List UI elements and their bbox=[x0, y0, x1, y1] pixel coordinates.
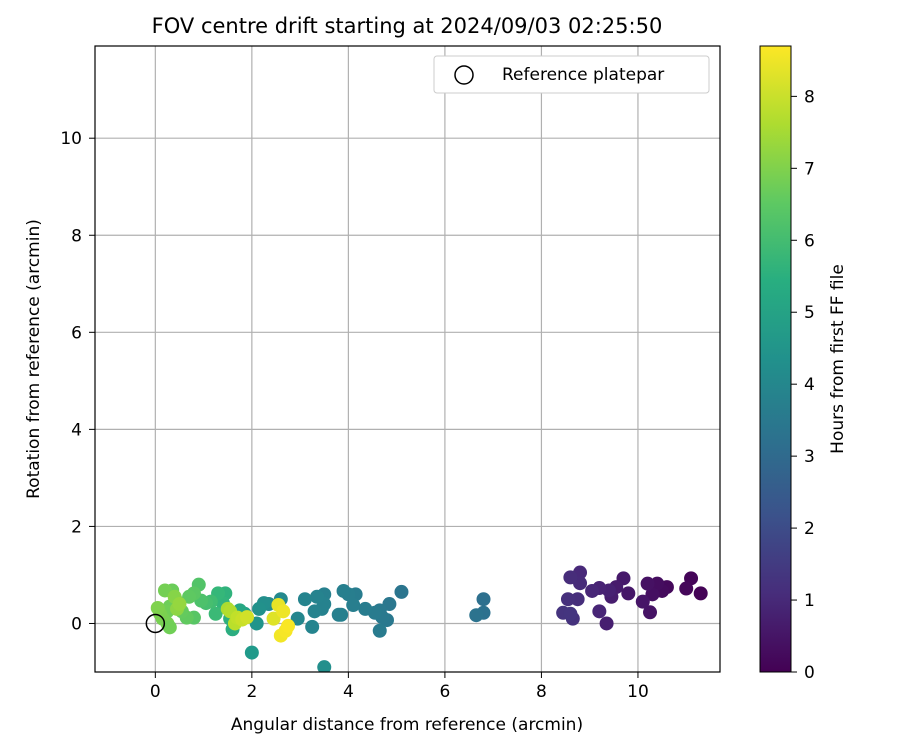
data-point bbox=[240, 610, 255, 625]
y-axis-label: Rotation from reference (arcmin) bbox=[24, 219, 44, 499]
data-point bbox=[150, 600, 165, 615]
y-tick-label: 10 bbox=[60, 129, 82, 149]
data-points bbox=[150, 565, 708, 672]
data-point bbox=[266, 611, 281, 626]
colorbar-gradient bbox=[759, 45, 792, 673]
y-tick-label: 0 bbox=[71, 614, 82, 634]
colorbar: 0 1 2 3 4 5 6 7 8 Hours from first FF file bbox=[759, 45, 848, 683]
data-point bbox=[563, 606, 578, 621]
legend: Reference platepar bbox=[433, 55, 710, 94]
x-axis-ticks: 0 2 4 6 8 10 bbox=[150, 672, 649, 702]
x-tick-label: 0 bbox=[150, 682, 161, 702]
data-point bbox=[307, 604, 322, 619]
colorbar-tick-label: 5 bbox=[804, 303, 815, 323]
y-tick-label: 2 bbox=[71, 517, 82, 537]
y-axis-ticks: 0 2 4 6 8 10 bbox=[60, 129, 95, 634]
x-tick-label: 4 bbox=[343, 682, 354, 702]
colorbar-tick-label: 7 bbox=[804, 159, 815, 179]
colorbar-tick-label: 3 bbox=[804, 447, 815, 467]
data-point bbox=[317, 660, 332, 672]
legend-marker-icon bbox=[454, 65, 474, 85]
data-point bbox=[297, 592, 312, 607]
data-point bbox=[640, 576, 655, 591]
data-point bbox=[643, 605, 658, 620]
data-point bbox=[281, 618, 296, 633]
data-point bbox=[162, 620, 177, 635]
data-point bbox=[346, 598, 361, 613]
y-tick-label: 6 bbox=[71, 323, 82, 343]
data-point bbox=[252, 601, 267, 616]
data-point bbox=[310, 589, 325, 604]
x-tick-label: 10 bbox=[627, 682, 649, 702]
data-point bbox=[563, 570, 578, 585]
colorbar-tick-label: 4 bbox=[804, 375, 815, 395]
grid-lines bbox=[95, 46, 720, 672]
data-point bbox=[172, 597, 187, 612]
data-point bbox=[592, 604, 607, 619]
data-point bbox=[290, 611, 305, 626]
x-axis-label: Angular distance from reference (arcmin) bbox=[231, 715, 583, 735]
legend-box bbox=[433, 55, 710, 94]
colorbar-tick-label: 1 bbox=[804, 591, 815, 611]
y-tick-label: 4 bbox=[71, 420, 82, 440]
colorbar-label: Hours from first FF file bbox=[828, 264, 848, 454]
x-tick-label: 6 bbox=[439, 682, 450, 702]
data-point bbox=[585, 583, 600, 598]
colorbar-tick-label: 8 bbox=[804, 87, 815, 107]
x-tick-label: 2 bbox=[246, 682, 257, 702]
data-point bbox=[635, 594, 650, 609]
data-point bbox=[394, 584, 409, 599]
legend-entry-reference: Reference platepar bbox=[502, 65, 664, 85]
reference-platepar-marker bbox=[145, 613, 166, 634]
data-point bbox=[645, 587, 660, 602]
data-point bbox=[599, 616, 614, 631]
data-point bbox=[693, 586, 708, 601]
data-point bbox=[305, 619, 320, 634]
colorbar-ticks: 0 1 2 3 4 5 6 7 8 bbox=[791, 87, 815, 683]
plot-frame bbox=[94, 45, 721, 673]
data-point bbox=[208, 606, 223, 621]
data-point bbox=[570, 592, 585, 607]
data-point bbox=[621, 586, 636, 601]
data-point bbox=[469, 608, 484, 623]
data-point bbox=[276, 604, 291, 619]
data-point bbox=[476, 592, 491, 607]
data-point bbox=[244, 645, 259, 660]
chart-title: FOV centre drift starting at 2024/09/03 … bbox=[152, 14, 663, 38]
data-point bbox=[679, 581, 694, 596]
colorbar-tick-label: 2 bbox=[804, 519, 815, 539]
data-point bbox=[331, 607, 346, 622]
data-point bbox=[372, 623, 387, 638]
data-point bbox=[560, 592, 575, 607]
y-tick-label: 8 bbox=[71, 226, 82, 246]
colorbar-tick-label: 6 bbox=[804, 231, 815, 251]
data-point bbox=[358, 601, 373, 616]
data-point bbox=[336, 583, 351, 598]
colorbar-tick-label: 0 bbox=[804, 663, 815, 683]
x-tick-label: 8 bbox=[536, 682, 547, 702]
data-point bbox=[650, 576, 665, 591]
data-point bbox=[182, 589, 197, 604]
